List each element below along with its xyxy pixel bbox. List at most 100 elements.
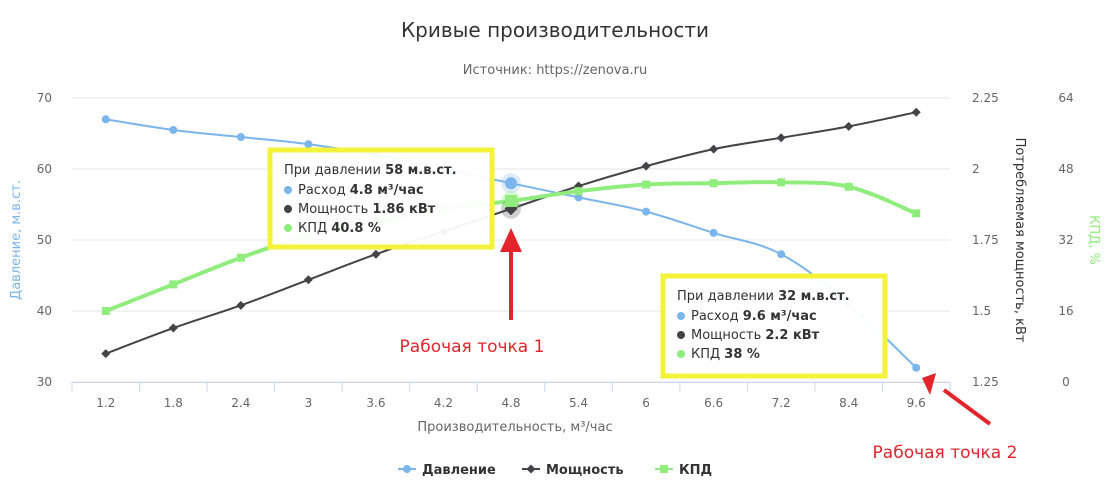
data-point [912,209,921,218]
y-axis-power: 1.25 1.5 1.75 2 2.25 [972,91,999,389]
data-point [777,250,786,259]
data-point [101,115,110,124]
y-efficiency-tick-label: 16 [1058,304,1073,318]
chart-subtitle: Источник: https://zenova.ru [463,63,647,78]
data-point [777,178,786,187]
x-tick-label: 4.8 [501,396,520,410]
legend-item-3[interactable]: КПД [655,463,712,478]
x-tick-label: 3 [305,396,313,410]
tooltip-bullet [677,312,685,320]
hover-point [505,177,517,190]
data-point [709,144,719,154]
y-axis-efficiency: 0 16 32 48 64 [1058,91,1073,389]
y-left-tick-label: 50 [37,233,52,247]
data-point [642,180,651,189]
y-axis-left-title: Давление, м.в.ст. [9,180,24,300]
tooltip-bullet [284,205,292,213]
data-point [911,107,921,117]
tooltip-point-2: При давлении 32 м.в.ст. Расход 9.6 м³/час… [660,273,888,379]
data-point [236,253,245,262]
tooltip-row: КПД 40.8 % [298,221,381,236]
legend-label: Давление [422,463,496,478]
tooltip-row: Расход 9.6 м³/час [691,309,817,324]
y-power-tick-label: 2.25 [972,91,999,105]
x-tick-label: 6 [642,396,650,410]
data-point [236,133,245,142]
y-axis-pressure: 30 40 50 60 70 [37,91,52,389]
note-working-point-1: Рабочая точка 1 [400,337,545,357]
y-efficiency-tick-label: 0 [1062,375,1070,389]
y-efficiency-tick-label: 48 [1058,162,1073,176]
y-axis-efficiency-title: КПД, % [1086,215,1101,265]
legend: Давление Мощность КПД [398,463,712,478]
y-efficiency-tick-label: 64 [1058,91,1073,105]
x-tick-label: 8.4 [839,396,858,410]
y-power-tick-label: 1.5 [972,304,991,318]
tooltip-frame [267,147,495,250]
x-tick-label: 2.4 [231,396,250,410]
tooltip-header: При давлении 32 м.в.ст. [677,289,850,304]
tooltip-row: КПД 38 % [691,347,760,362]
x-tick-label: 6.6 [704,396,723,410]
y-efficiency-tick-label: 32 [1058,233,1073,247]
legend-marker [403,465,411,473]
y-power-tick-label: 1.25 [972,375,999,389]
chart-title: Кривые производительности [401,18,709,42]
legend-item-2[interactable]: Мощность [522,463,624,478]
tooltip-point-1: При давлении 58 м.в.ст. Расход 4.8 м³/час… [267,147,495,250]
tooltip-bullet [677,350,685,358]
x-axis-title: Производительность, м³/час [417,420,612,435]
y-left-tick-label: 70 [37,91,52,105]
y-power-tick-label: 1.75 [972,233,999,247]
tooltip-row: Расход 4.8 м³/час [298,183,424,198]
arrow-point-2 [942,388,992,426]
data-point [169,280,178,289]
data-point [844,121,854,131]
tooltip-frame [660,273,888,379]
x-tick-label: 9.6 [907,396,926,410]
x-tick-label: 4.2 [434,396,453,410]
y-power-tick-label: 2 [972,162,980,176]
x-tick-label: 3.6 [366,396,385,410]
tooltip-row: Мощность 2.2 кВт [691,328,820,343]
legend-item-1[interactable]: Давление [398,463,496,478]
arrow-head-icon [500,228,522,252]
data-point [168,323,178,333]
data-point [641,161,651,171]
tooltip-bullet [284,224,292,232]
x-tick-label: 1.2 [96,396,115,410]
data-point [236,300,246,310]
y-left-tick-label: 30 [37,375,52,389]
tooltip-bullet [284,186,292,194]
y-left-tick-label: 40 [37,304,52,318]
data-point [574,193,583,202]
arrow-head-icon [922,373,936,395]
x-axis: 1.2 1.8 2.4 3 3.6 4.2 4.8 5.4 6 6.6 7.2 8.4 9.6 [71,382,951,410]
legend-label: КПД [679,463,712,478]
data-point [371,249,381,259]
legend-marker [660,465,668,473]
annotation-layer: При давлении 58 м.в.ст. Расход 4.8 м³/час… [267,147,1018,463]
tooltip-row: Мощность 1.86 кВт [298,202,436,217]
y-axis-power-title: Потребляемая мощность, кВт [1012,138,1027,343]
tooltip-bullet [677,331,685,339]
data-point [642,207,651,216]
note-working-point-2: Рабочая точка 2 [873,443,1018,463]
data-point [844,182,853,191]
data-point [101,349,111,359]
data-point [169,125,178,134]
x-tick-label: 1.8 [164,396,183,410]
data-point [709,228,718,237]
data-point [101,307,110,315]
x-tick-label: 7.2 [772,396,791,410]
y-left-tick-label: 60 [37,162,52,176]
tooltip-header: При давлении 58 м.в.ст. [284,163,457,178]
data-point [776,133,786,143]
legend-label: Мощность [546,463,624,478]
data-point [303,275,313,285]
data-point [912,363,921,372]
data-point [709,179,718,188]
data-point [304,140,313,149]
data-point [574,187,583,196]
